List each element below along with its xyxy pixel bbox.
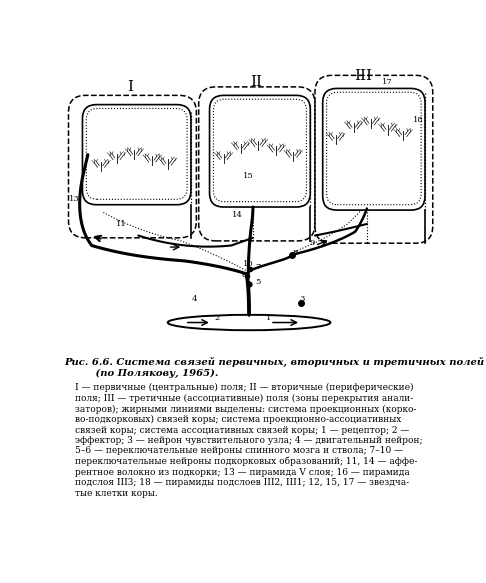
Text: I: I xyxy=(127,80,134,94)
Ellipse shape xyxy=(168,315,330,330)
Text: 1: 1 xyxy=(266,314,271,322)
Text: II: II xyxy=(250,75,262,89)
Text: 9: 9 xyxy=(310,239,315,247)
Text: 18: 18 xyxy=(414,116,424,124)
Text: I — первичные (центральные) поля; II — вторичные (периферические)
поля; III — тр: I — первичные (центральные) поля; II — в… xyxy=(75,384,422,497)
Text: 6: 6 xyxy=(241,271,246,279)
Text: 7: 7 xyxy=(256,263,261,271)
Text: 11: 11 xyxy=(116,220,126,228)
Text: III: III xyxy=(354,69,372,83)
Text: 2: 2 xyxy=(215,314,220,322)
Text: 14: 14 xyxy=(232,210,243,219)
Text: 10: 10 xyxy=(243,260,254,268)
Text: 15: 15 xyxy=(243,172,254,180)
Text: 4: 4 xyxy=(191,296,197,303)
Text: 13: 13 xyxy=(69,195,80,203)
Text: 8: 8 xyxy=(292,249,297,257)
Text: 5: 5 xyxy=(256,278,261,286)
Text: 3: 3 xyxy=(300,296,305,303)
Text: 17: 17 xyxy=(382,78,393,86)
Text: Рис. 6.6. Система связей первичных, вторичных и третичных полей коры
         (п: Рис. 6.6. Система связей первичных, втор… xyxy=(64,357,486,378)
